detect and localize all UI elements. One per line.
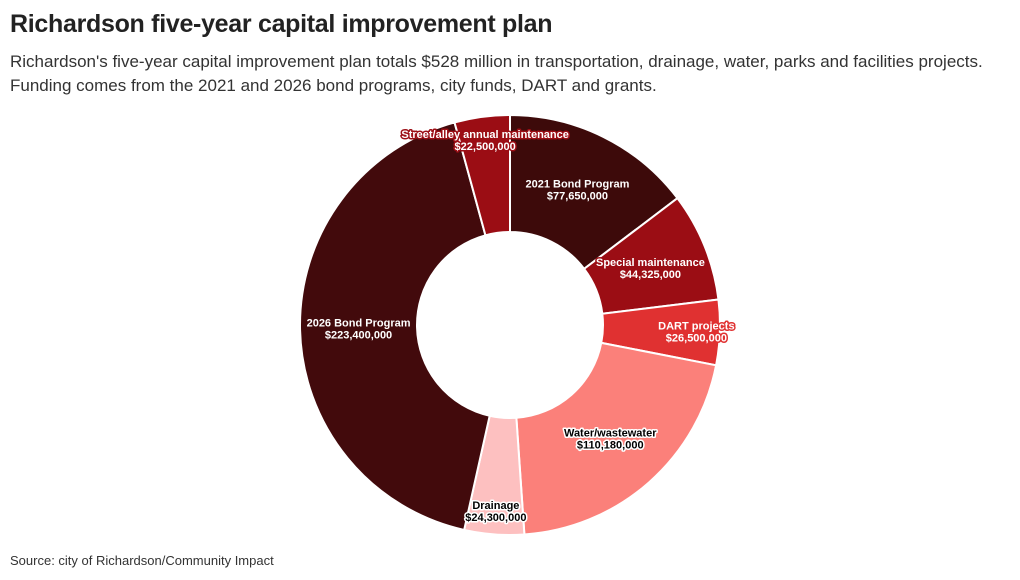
slice-value: $110,180,000	[577, 440, 644, 452]
slice-value: $223,400,000	[325, 330, 392, 342]
chart-subtitle: Richardson's five-year capital improveme…	[10, 52, 983, 95]
slice-street-alley-annual-maintenance[interactable]	[453, 113, 511, 237]
slice-label: Drainage	[472, 500, 519, 512]
slice-water-wastewater[interactable]	[515, 341, 718, 536]
donut-slices	[299, 113, 721, 536]
slice-label: Water/wastewater	[564, 428, 657, 440]
slice-2026-bond-program[interactable]	[299, 121, 491, 532]
slice-value: $24,300,000	[465, 512, 526, 524]
slice-2021-bond-program[interactable]	[509, 113, 679, 271]
slice-value: $44,325,000	[620, 269, 681, 281]
slice-label: 2026 Bond Program	[307, 318, 411, 330]
slice-label: DART projects	[658, 321, 734, 333]
slice-value: $22,500,000	[455, 141, 516, 153]
chart-title: Richardson five-year capital improvement…	[10, 10, 553, 38]
donut-labels: 2021 Bond Program$77,650,000 Special main…	[305, 128, 736, 526]
source-note: Source: city of Richardson/Community Imp…	[10, 553, 274, 568]
slice-label: Street/alley annual maintenance	[401, 129, 569, 141]
slice-label: Special maintenance	[596, 257, 705, 269]
slice-value: $26,500,000	[666, 333, 727, 345]
slice-value: $77,650,000	[547, 190, 608, 202]
slice-label: 2021 Bond Program	[525, 178, 629, 190]
